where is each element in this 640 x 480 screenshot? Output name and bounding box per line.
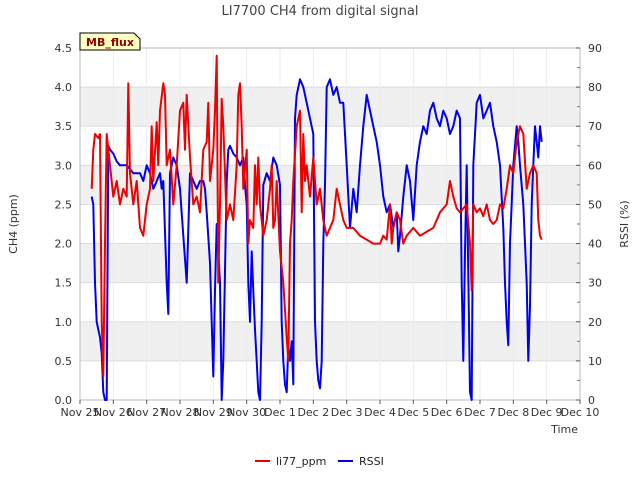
y-left-tick-label: 2.5 [55,198,73,211]
y-right-tick-label: 80 [588,81,602,94]
y-right-tick-label: 20 [588,316,602,329]
x-tick-label: Dec 1 [264,406,296,419]
y-axis-right-label: RSSI (%) [618,200,631,247]
legend: li77_ppm RSSI [255,455,384,468]
x-axis-label: Time [550,423,578,436]
y-left-tick-label: 1.0 [55,316,73,329]
x-tick-label: Nov 27 [127,406,166,419]
x-tick-label: Nov 28 [161,406,200,419]
y-left-tick-label: 4.0 [55,81,73,94]
y-left-tick-label: 1.5 [55,277,73,290]
y-left-tick-label: 2.0 [55,238,73,251]
y-right-tick-label: 70 [588,120,602,133]
y-right-tick-label: 90 [588,42,602,55]
y-right-tick-label: 30 [588,277,602,290]
x-tick-label: Nov 30 [227,406,266,419]
y-axis-right-ticks: 0 10 20 30 40 50 60 70 80 90 [576,42,602,407]
x-tick-label: Dec 6 [431,406,463,419]
y-left-tick-label: 3.0 [55,159,73,172]
y-axis-left-ticks: 0.0 0.5 1.0 1.5 2.0 2.5 3.0 3.5 4.0 4.5 [55,42,73,407]
legend-item-li77: li77_ppm [255,455,326,468]
y-right-tick-label: 40 [588,238,602,251]
y-left-tick-label: 0.0 [55,394,73,407]
background-bands [80,87,580,361]
y-left-tick-label: 0.5 [55,355,73,368]
y-right-tick-label: 10 [588,355,602,368]
site-badge: MB_flux [79,32,141,51]
series-layer [90,54,543,401]
y-right-tick-label: 60 [588,159,602,172]
site-badge-label: MB_flux [86,36,134,49]
background-band [80,243,580,283]
x-tick-label: Nov 29 [194,406,233,419]
y-right-tick-label: 50 [588,198,602,211]
x-tick-label: Dec 10 [561,406,600,419]
x-tick-label: Nov 25 [61,406,100,419]
y-axis-left-label: CH4 (ppm) [7,194,20,254]
series-line-rssi [90,78,543,401]
x-tick-label: Dec 9 [531,406,563,419]
y-left-tick-label: 4.5 [55,42,73,55]
x-tick-label: Dec 8 [497,406,529,419]
x-tick-label: Dec 7 [464,406,496,419]
legend-label-li77: li77_ppm [276,455,326,468]
y-right-tick-label: 0 [588,394,595,407]
chart-title: LI7700 CH4 from digital signal [222,4,419,19]
x-tick-label: Dec 3 [331,406,363,419]
background-band [80,87,580,127]
x-tick-label: Nov 26 [94,406,133,419]
site-badge-shape [79,32,141,51]
x-tick-label: Dec 5 [397,406,429,419]
y-left-tick-label: 3.5 [55,120,73,133]
legend-label-rssi: RSSI [359,455,384,468]
series-line-li77-ppm [90,54,543,378]
x-tick-label: Dec 2 [297,406,329,419]
x-tick-label: Dec 4 [364,406,396,419]
legend-item-rssi: RSSI [338,455,384,468]
background-band [80,321,580,361]
